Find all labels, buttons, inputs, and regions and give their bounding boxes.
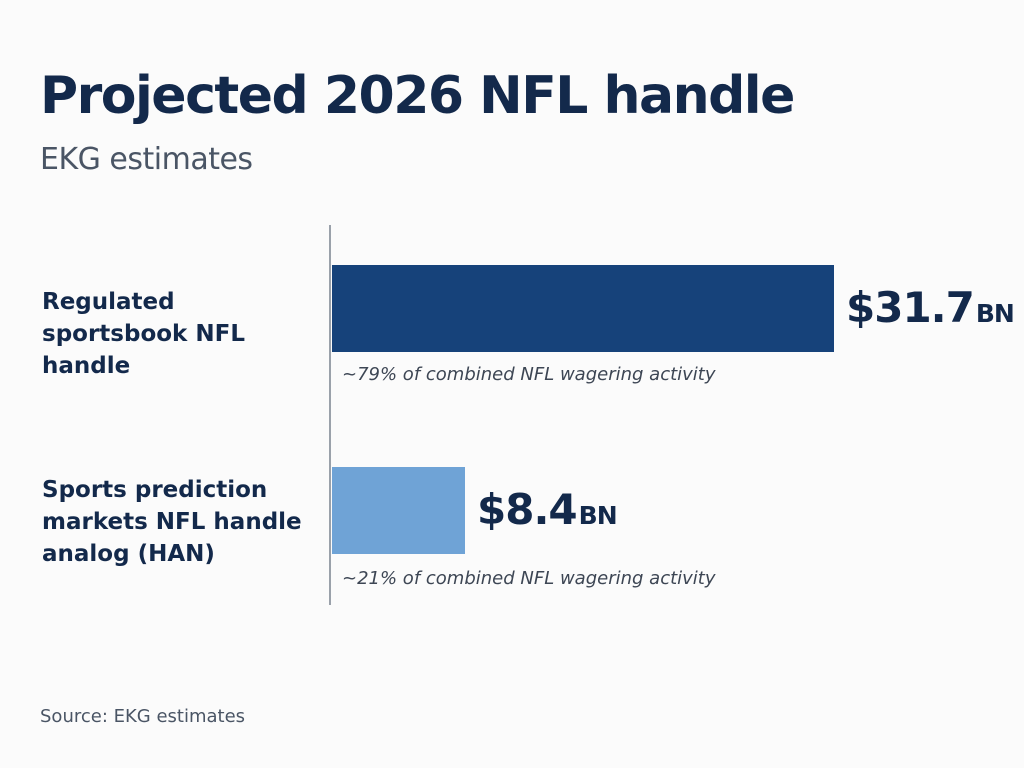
- value-number: $8.4: [477, 485, 578, 534]
- annotation-sportsbook: ~79% of combined NFL wagering activity: [342, 364, 716, 385]
- value-unit: BN: [975, 299, 1015, 328]
- category-axis-line: [329, 225, 331, 605]
- bar-prediction-markets: [332, 467, 465, 554]
- annotation-prediction-markets: ~21% of combined NFL wagering activity: [342, 568, 716, 589]
- chart-subtitle: EKG estimates: [40, 142, 253, 177]
- value-label-sportsbook: $31.7BN: [846, 283, 1015, 332]
- chart-title: Projected 2026 NFL handle: [40, 66, 795, 126]
- value-unit: BN: [578, 501, 618, 530]
- value-label-prediction-markets: $8.4BN: [477, 485, 618, 534]
- category-label-prediction-markets: Sports prediction markets NFL handle ana…: [42, 477, 302, 567]
- source-note: Source: EKG estimates: [40, 706, 246, 727]
- bar-sportsbook: [332, 265, 834, 352]
- category-label-sportsbook: Regulated sportsbook NFL handle: [42, 289, 245, 379]
- value-number: $31.7: [846, 283, 975, 332]
